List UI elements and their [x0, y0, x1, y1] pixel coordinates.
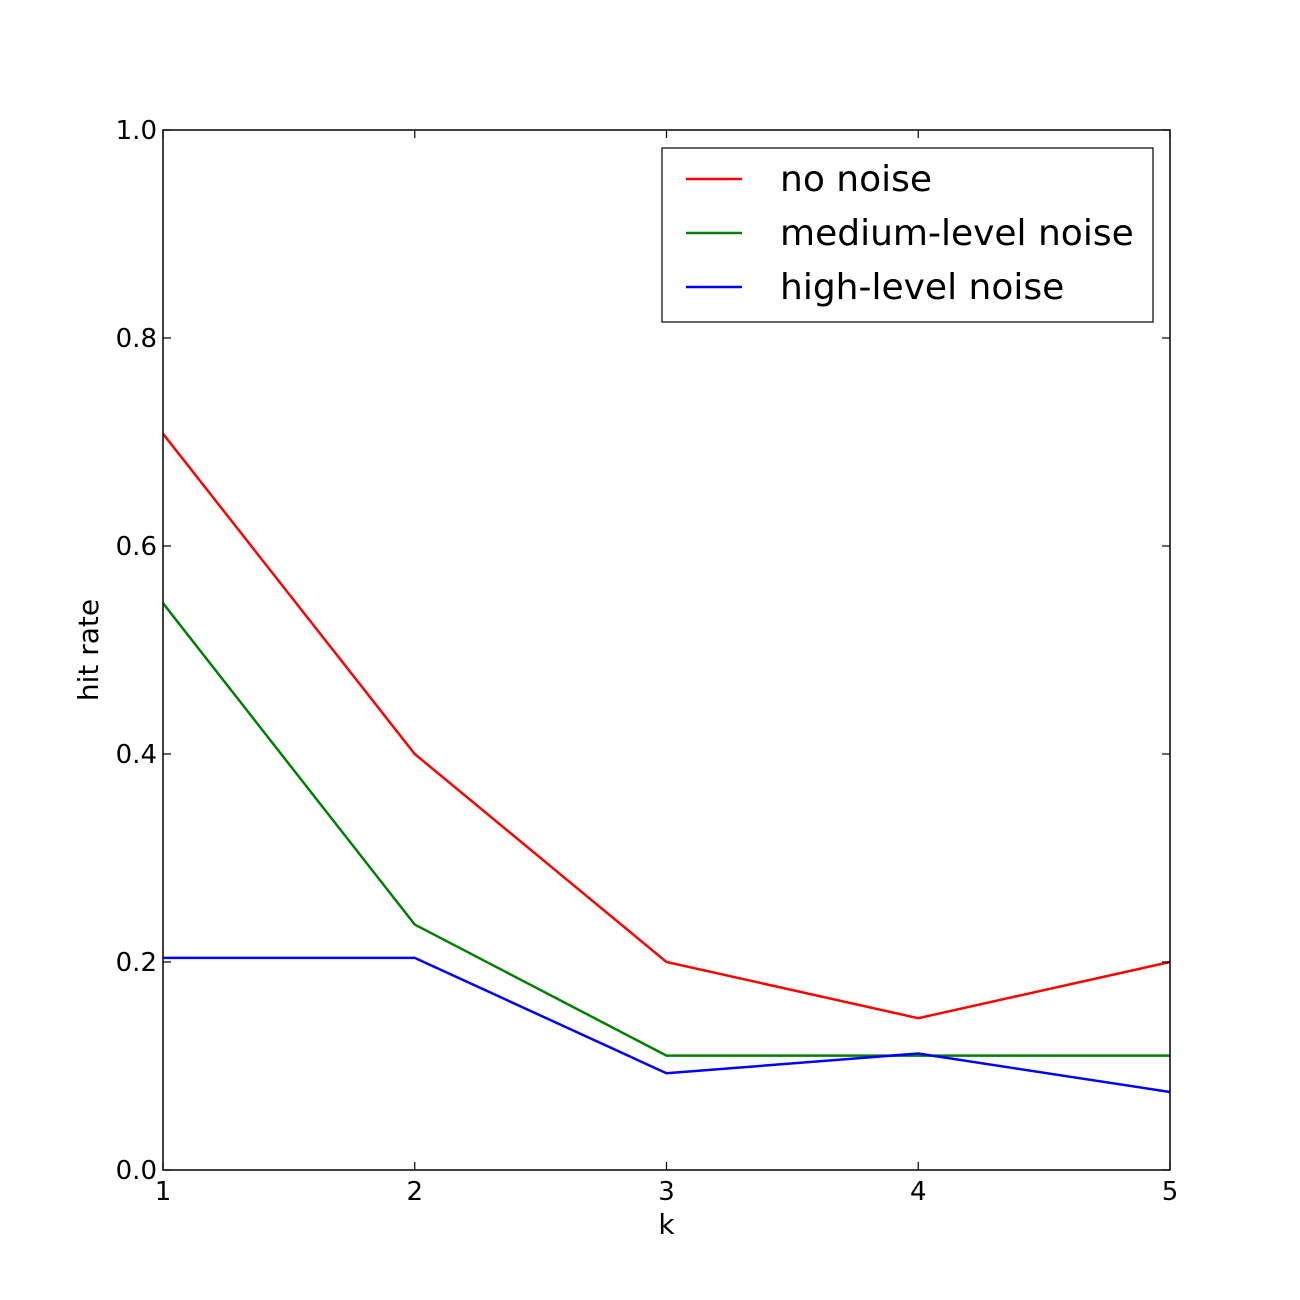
- x-tick-label: 5: [1162, 1177, 1179, 1207]
- y-tick-label: 0.6: [116, 532, 157, 562]
- x-tick-label: 4: [910, 1177, 927, 1207]
- legend-label: high-level noise: [780, 267, 1064, 308]
- x-axis-label: k: [658, 1208, 675, 1241]
- y-axis-label: hit rate: [72, 599, 105, 701]
- x-tick-label: 2: [406, 1177, 423, 1207]
- legend-box: [661, 147, 1154, 323]
- y-tick-label: 0.2: [116, 948, 157, 978]
- legend-label: no noise: [780, 159, 932, 200]
- axis-ticks: 1 2 3 4 5 0.0 0.2 0.4 0.6 0.8 1.0: [116, 116, 1179, 1207]
- y-tick-label: 1.0: [116, 116, 157, 146]
- x-tick-label: 1: [155, 1177, 172, 1207]
- legend-label: medium-level noise: [780, 213, 1134, 254]
- series-line-2: [163, 956, 1171, 1094]
- legend: no noise medium-level noise high-level noi…: [661, 147, 1154, 323]
- x-tick-label: 3: [658, 1177, 675, 1207]
- plot-area: [162, 432, 1171, 1094]
- series-line-0: [162, 432, 1171, 1020]
- y-tick-label: 0.4: [116, 740, 157, 770]
- y-tick-label: 0.8: [116, 324, 157, 354]
- y-tick-label: 0.0: [116, 1156, 157, 1186]
- series-line-1: [162, 602, 1170, 1057]
